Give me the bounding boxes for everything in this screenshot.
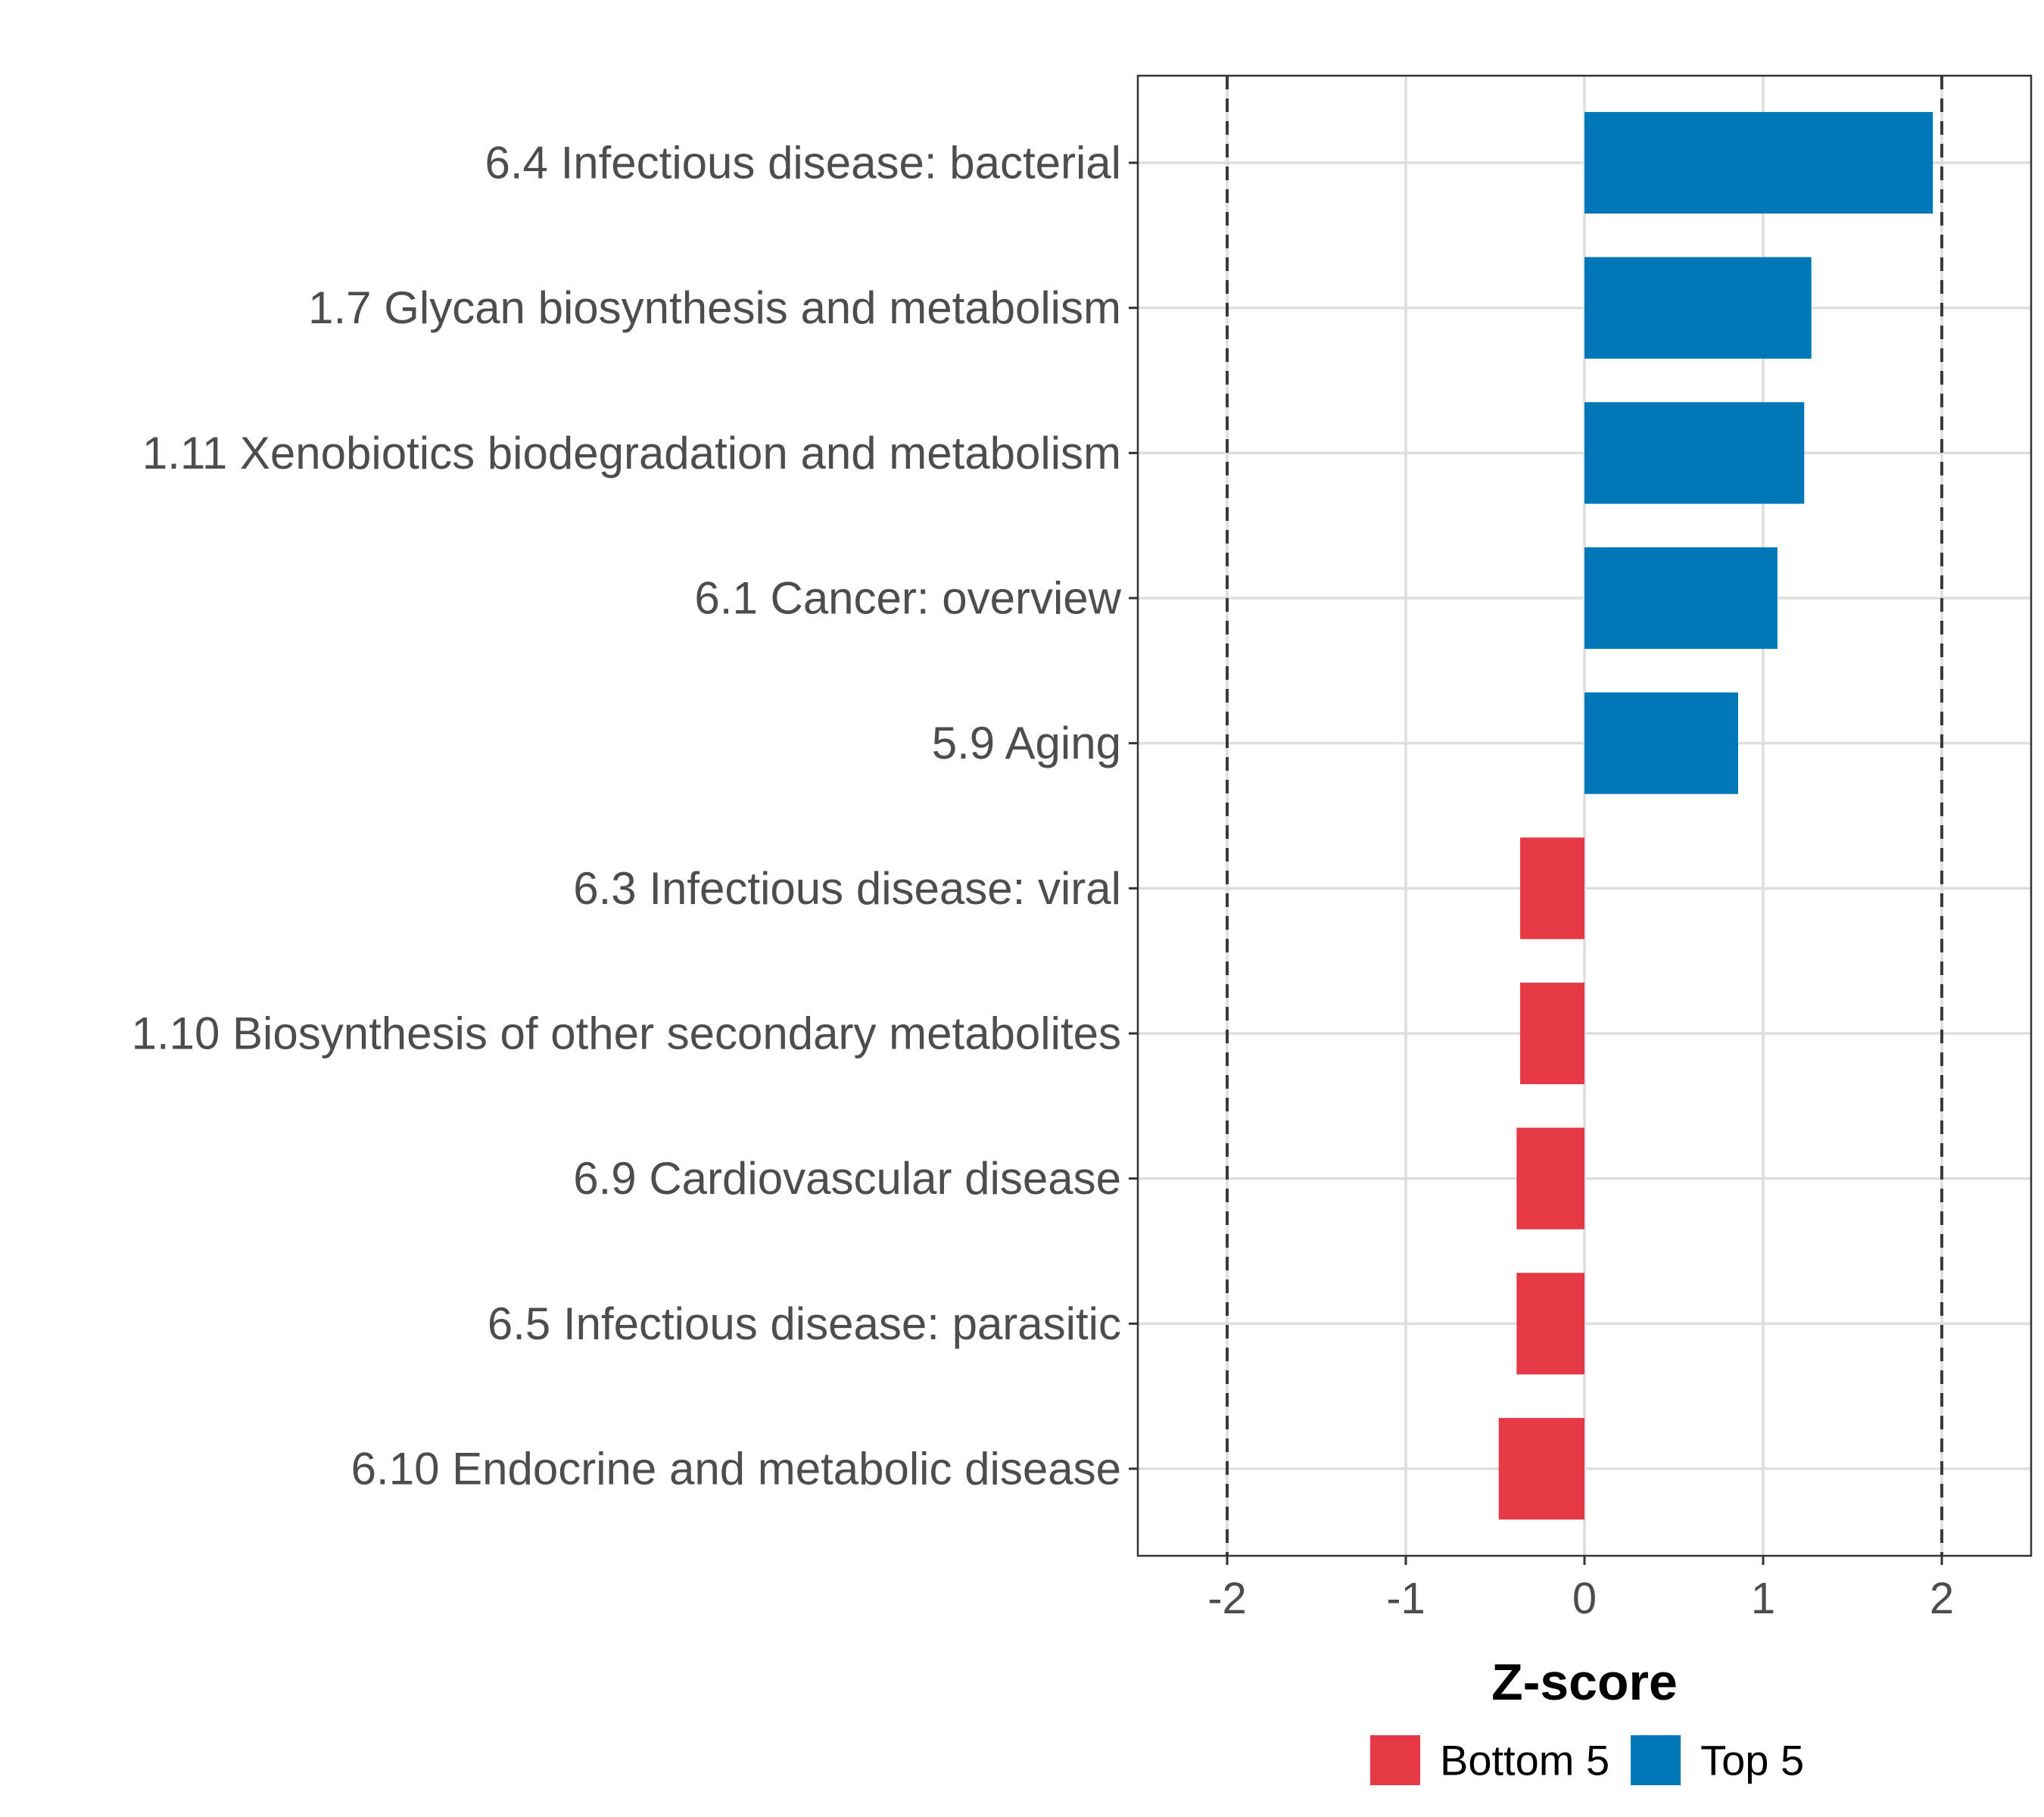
legend: Bottom 5 Top 5 <box>1370 1735 1804 1785</box>
x-axis: -2 -1 0 1 2 <box>1207 1556 1954 1623</box>
legend-label-0: Bottom 5 <box>1440 1737 1609 1784</box>
bar-8 <box>1516 1273 1584 1375</box>
x-tick-label-3: 1 <box>1751 1574 1775 1623</box>
x-tick-label-2: 0 <box>1572 1574 1597 1623</box>
bar-5 <box>1520 837 1584 940</box>
x-tick-label-0: -2 <box>1207 1574 1247 1623</box>
legend-swatch-1 <box>1631 1735 1681 1785</box>
y-tick-label-2: 1.11 Xenobiotics biodegradation and meta… <box>142 428 1121 478</box>
y-tick-label-0: 6.4 Infectious disease: bacterial <box>485 138 1122 189</box>
y-tick-label-1: 1.7 Glycan biosynthesis and metabolism <box>308 282 1121 333</box>
x-axis-title: Z-score <box>1491 1653 1678 1711</box>
bar-1 <box>1584 257 1812 359</box>
y-tick-label-6: 1.10 Biosynthesis of other secondary met… <box>132 1008 1121 1059</box>
bar-9 <box>1498 1417 1584 1520</box>
y-tick-label-3: 6.1 Cancer: overview <box>694 573 1121 624</box>
bar-6 <box>1520 982 1584 1085</box>
bar-4 <box>1584 692 1738 794</box>
reference-lines <box>1226 76 1943 1556</box>
y-axis: 6.4 Infectious disease: bacterial 1.7 Gly… <box>132 138 1138 1494</box>
y-tick-label-8: 6.5 Infectious disease: parasitic <box>488 1298 1121 1349</box>
bar-3 <box>1584 547 1778 650</box>
y-tick-label-9: 6.10 Endocrine and metabolic disease <box>351 1444 1121 1494</box>
legend-swatch-0 <box>1370 1735 1420 1785</box>
bar-0 <box>1584 111 1933 214</box>
bar-2 <box>1584 402 1805 504</box>
x-tick-label-1: -1 <box>1386 1574 1426 1623</box>
y-tick-label-7: 6.9 Cardiovascular disease <box>573 1153 1121 1204</box>
y-tick-label-5: 6.3 Infectious disease: viral <box>573 863 1121 914</box>
y-tick-label-4: 5.9 Aging <box>932 718 1121 768</box>
x-tick-label-4: 2 <box>1930 1574 1954 1623</box>
bars-layer <box>1498 111 1933 1520</box>
bar-7 <box>1516 1127 1584 1230</box>
legend-label-1: Top 5 <box>1700 1737 1804 1784</box>
